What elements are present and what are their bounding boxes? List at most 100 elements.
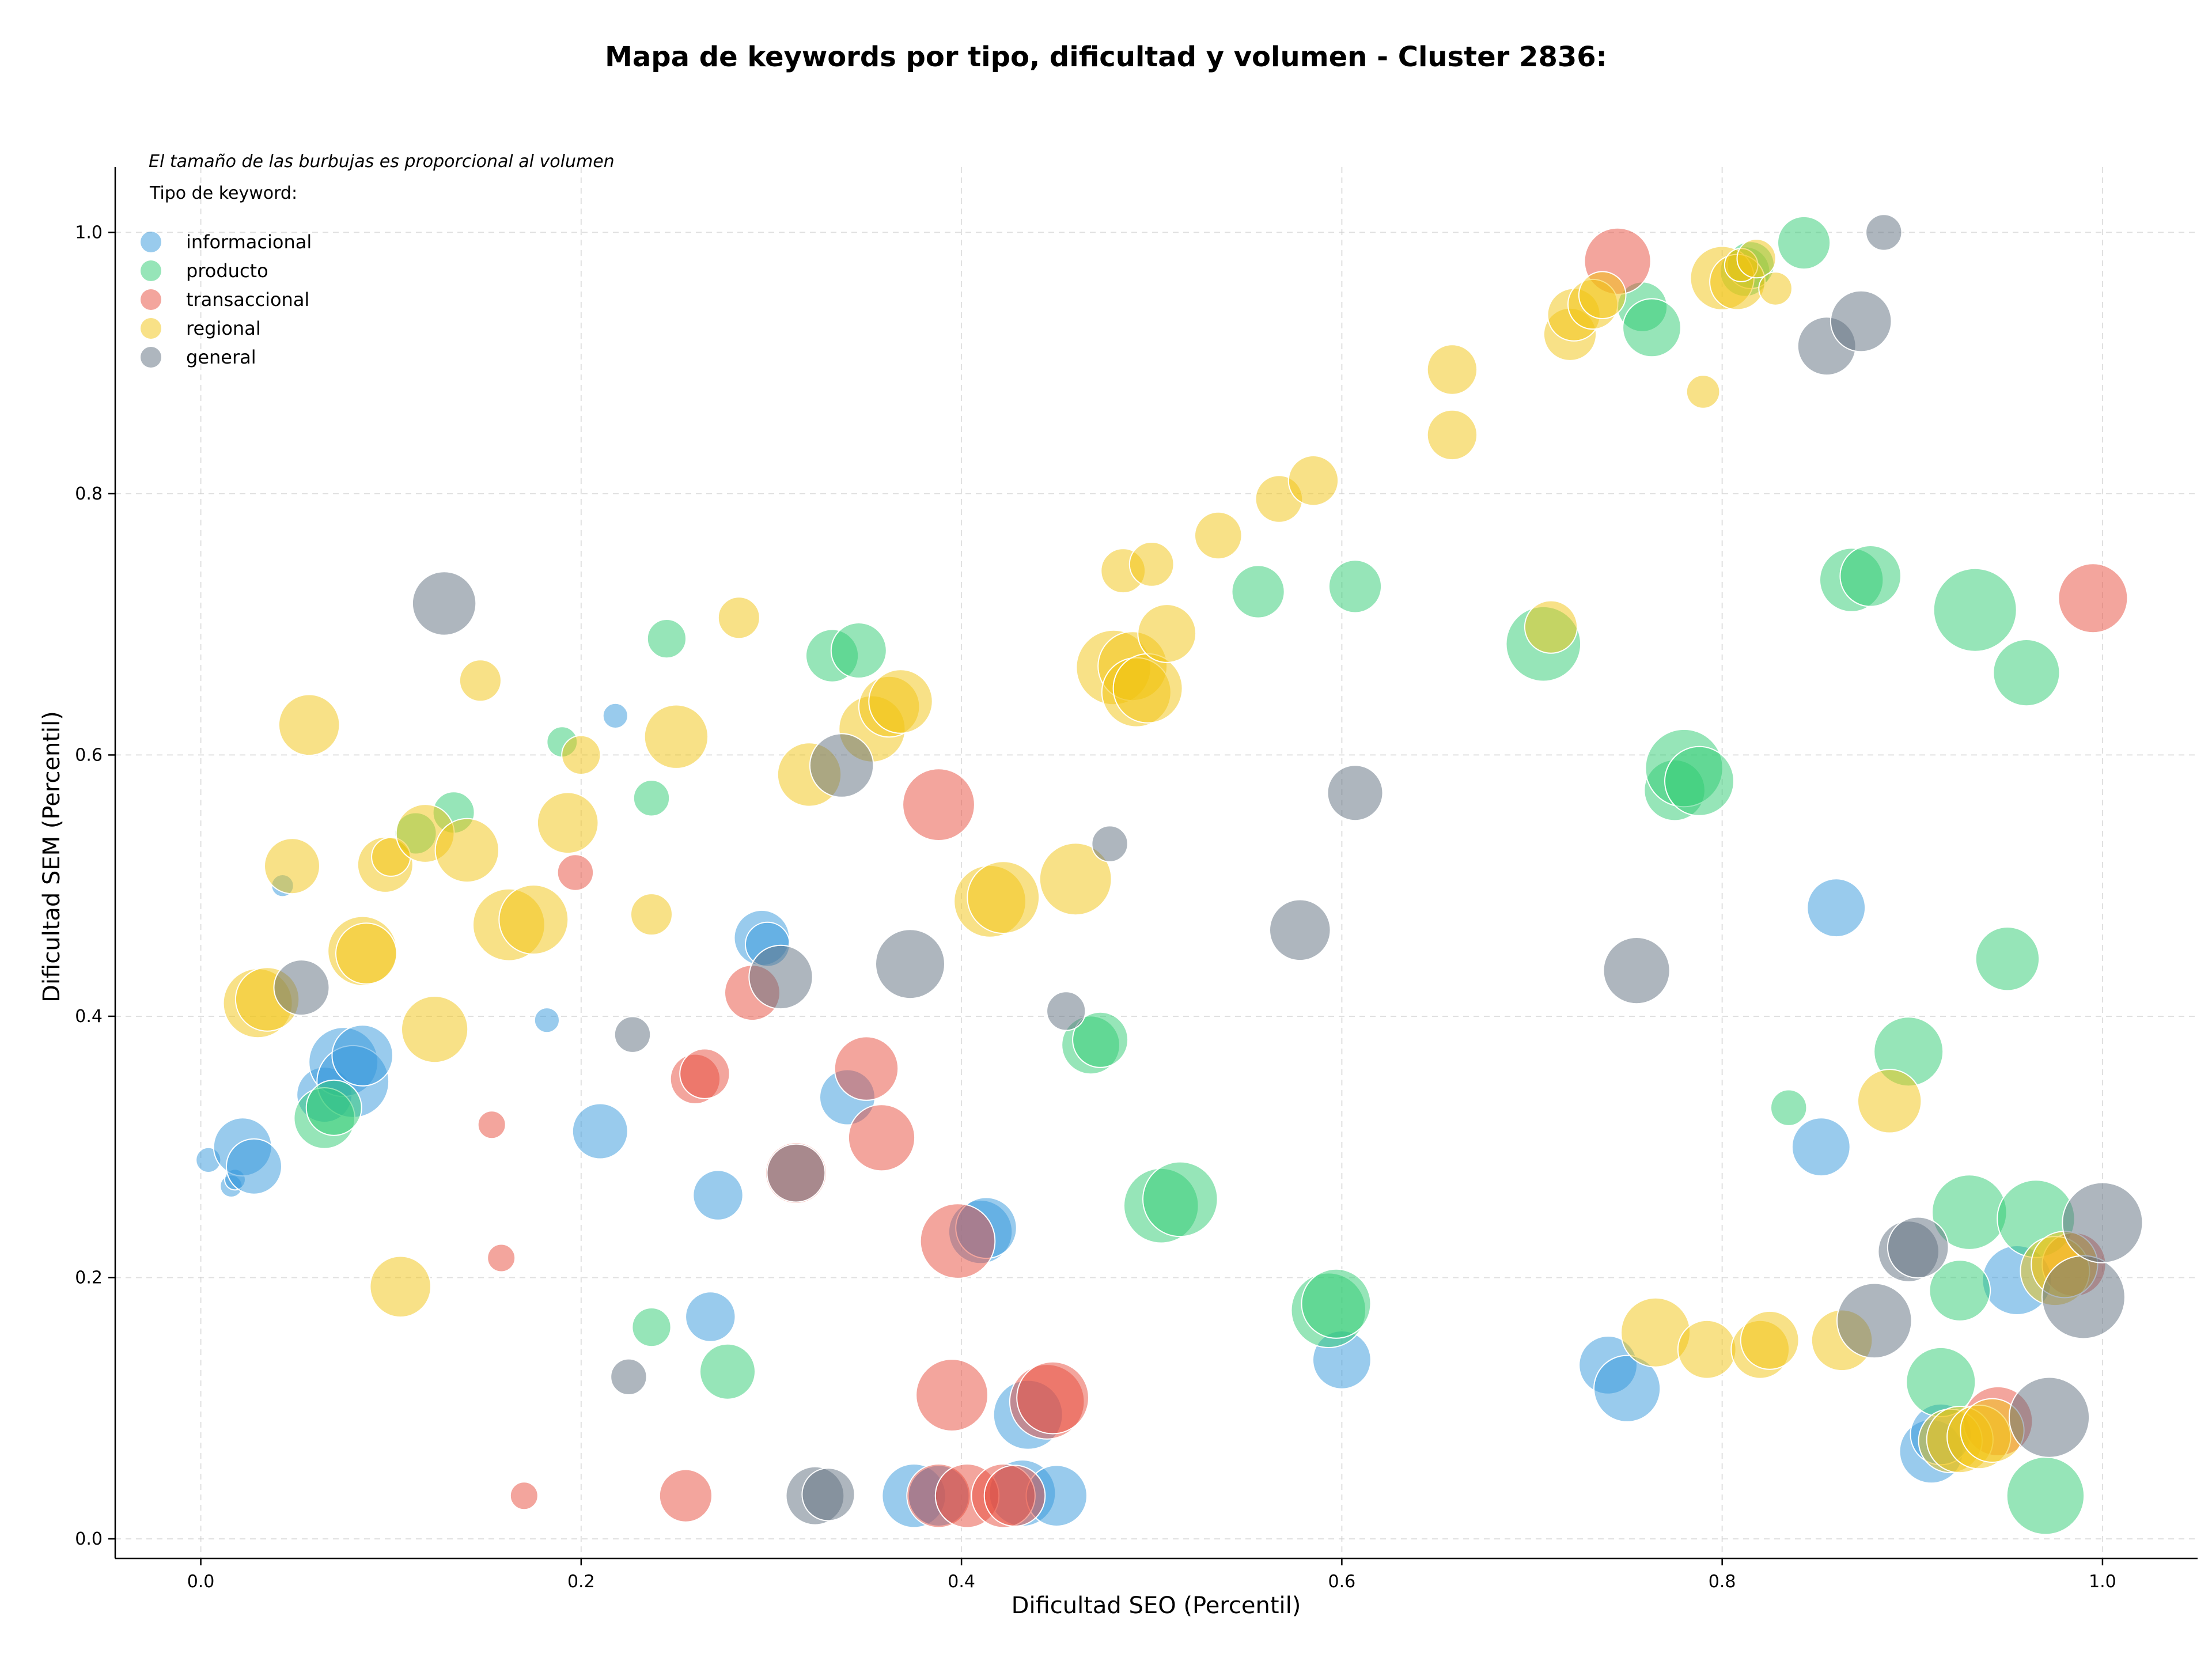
bubble-general <box>875 929 945 1000</box>
bubble-transaccional <box>556 854 594 891</box>
bubble-transaccional <box>847 1104 916 1172</box>
bubble-regional <box>868 669 933 734</box>
bubble-producto <box>1770 1089 1808 1126</box>
bubble-regional <box>1857 1069 1922 1134</box>
bubble-producto <box>1328 559 1382 614</box>
bubble-general <box>273 959 330 1016</box>
bubble-producto <box>1142 1161 1218 1238</box>
bubble-general <box>801 1467 855 1522</box>
bubble-layer <box>195 214 2143 1535</box>
bubble-producto <box>1664 746 1734 816</box>
bubble-transaccional <box>2058 563 2128 634</box>
bubble-regional <box>434 818 499 883</box>
bubble-producto <box>1839 545 1902 607</box>
bubble-regional <box>1524 600 1578 654</box>
bubble-producto <box>631 1307 672 1348</box>
bubble-regional <box>1194 511 1243 560</box>
bubble-informacional <box>226 1138 282 1195</box>
legend-marker-informacional <box>141 232 161 252</box>
bubble-regional <box>1677 1319 1737 1379</box>
bubble-informacional <box>571 1103 628 1160</box>
bubble-producto <box>646 619 687 659</box>
bubble-general <box>1269 899 1331 962</box>
bubble-transaccional <box>919 1203 996 1279</box>
bubble-informacional <box>602 702 628 729</box>
bubble-transaccional <box>1016 1361 1089 1435</box>
legend-title: Tipo de keyword: <box>149 183 297 203</box>
bubble-general <box>1865 214 1903 251</box>
bubble-regional <box>1685 374 1721 409</box>
bubble-general <box>1327 765 1384 822</box>
bubble-informacional <box>533 1007 560 1034</box>
bubble-general <box>2008 1376 2090 1458</box>
bubble-producto <box>1777 215 1831 270</box>
bubble-general <box>1091 825 1128 862</box>
bubble-regional <box>630 893 673 936</box>
bubble-transaccional <box>915 1359 988 1432</box>
chart-title: Mapa de keywords por tipo, dificultad y … <box>605 41 1607 73</box>
bubble-transaccional <box>487 1243 516 1273</box>
bubble-producto <box>632 780 671 817</box>
bubble-general <box>748 944 813 1010</box>
bubble-transaccional <box>983 1465 1046 1527</box>
bubble-regional <box>1426 409 1478 461</box>
bubble-regional <box>1426 344 1478 395</box>
y-tick-label: 0.0 <box>75 1529 103 1549</box>
bubble-regional <box>717 596 760 640</box>
legend: informacional producto transaccional region… <box>141 231 312 368</box>
bubble-informacional <box>1806 878 1866 938</box>
y-tick-label: 0.4 <box>75 1007 103 1027</box>
bubble-regional <box>536 792 599 854</box>
bubble-informacional <box>685 1291 736 1342</box>
bubble-informacional <box>1791 1117 1851 1177</box>
bubble-general <box>1887 1216 1949 1279</box>
bubble-general <box>411 571 477 636</box>
bubble-informacional <box>692 1170 744 1221</box>
bubble-general <box>809 733 874 798</box>
bubble-general <box>610 1358 647 1396</box>
bubble-general <box>1603 937 1671 1005</box>
legend-marker-general <box>141 347 161 368</box>
bubble-producto <box>305 1079 362 1136</box>
bubble-producto <box>830 622 887 679</box>
bubble-size-note: El tamaño de las burbujas es proporciona… <box>149 152 615 172</box>
bubble-transaccional <box>679 1048 730 1099</box>
y-axis-title: Dificultad SEM (Percentil) <box>39 711 65 1002</box>
x-tick-label: 0.2 <box>567 1572 595 1592</box>
bubble-regional <box>278 694 340 756</box>
bubble-regional <box>1578 271 1627 320</box>
bubble-regional <box>1736 239 1777 279</box>
bubble-transaccional <box>834 1036 899 1101</box>
bubble-regional <box>643 704 709 769</box>
bubble-regional <box>1758 271 1793 306</box>
bubble-regional <box>459 659 502 702</box>
bubble-producto <box>1975 926 2040 992</box>
bubble-regional <box>967 861 1040 934</box>
bubble-general <box>2041 1255 2126 1340</box>
bubble-regional <box>1039 842 1112 916</box>
bubble-transaccional <box>477 1110 506 1140</box>
bubble-regional <box>335 922 397 985</box>
bubble-producto <box>699 1343 756 1400</box>
bubble-regional <box>1128 542 1175 587</box>
bubble-producto <box>1933 567 2017 652</box>
bubble-general <box>2062 1182 2143 1263</box>
bubble-producto <box>1301 1268 1372 1339</box>
axes: 0.0 0.2 0.4 0.6 0.8 1.0 0.0 0.2 0.4 0.6 0.8 1.0 <box>75 167 2198 1592</box>
bubble-regional <box>1112 653 1183 724</box>
x-tick-label: 0.6 <box>1328 1572 1356 1592</box>
x-tick-label: 0.8 <box>1709 1572 1736 1592</box>
x-tick-label: 1.0 <box>2089 1572 2116 1592</box>
x-tick-label: 0.4 <box>948 1572 975 1592</box>
bubble-general <box>1830 290 1892 353</box>
bubble-regional <box>264 838 320 895</box>
bubble-general <box>613 1016 652 1053</box>
bubble-general <box>1046 991 1086 1031</box>
bubble-regional <box>561 735 601 775</box>
legend-marker-producto <box>141 260 161 281</box>
legend-label-producto: producto <box>186 260 268 282</box>
legend-marker-transaccional <box>141 289 161 310</box>
bubble-transaccional <box>658 1469 713 1523</box>
bubble-transaccional <box>902 768 975 841</box>
